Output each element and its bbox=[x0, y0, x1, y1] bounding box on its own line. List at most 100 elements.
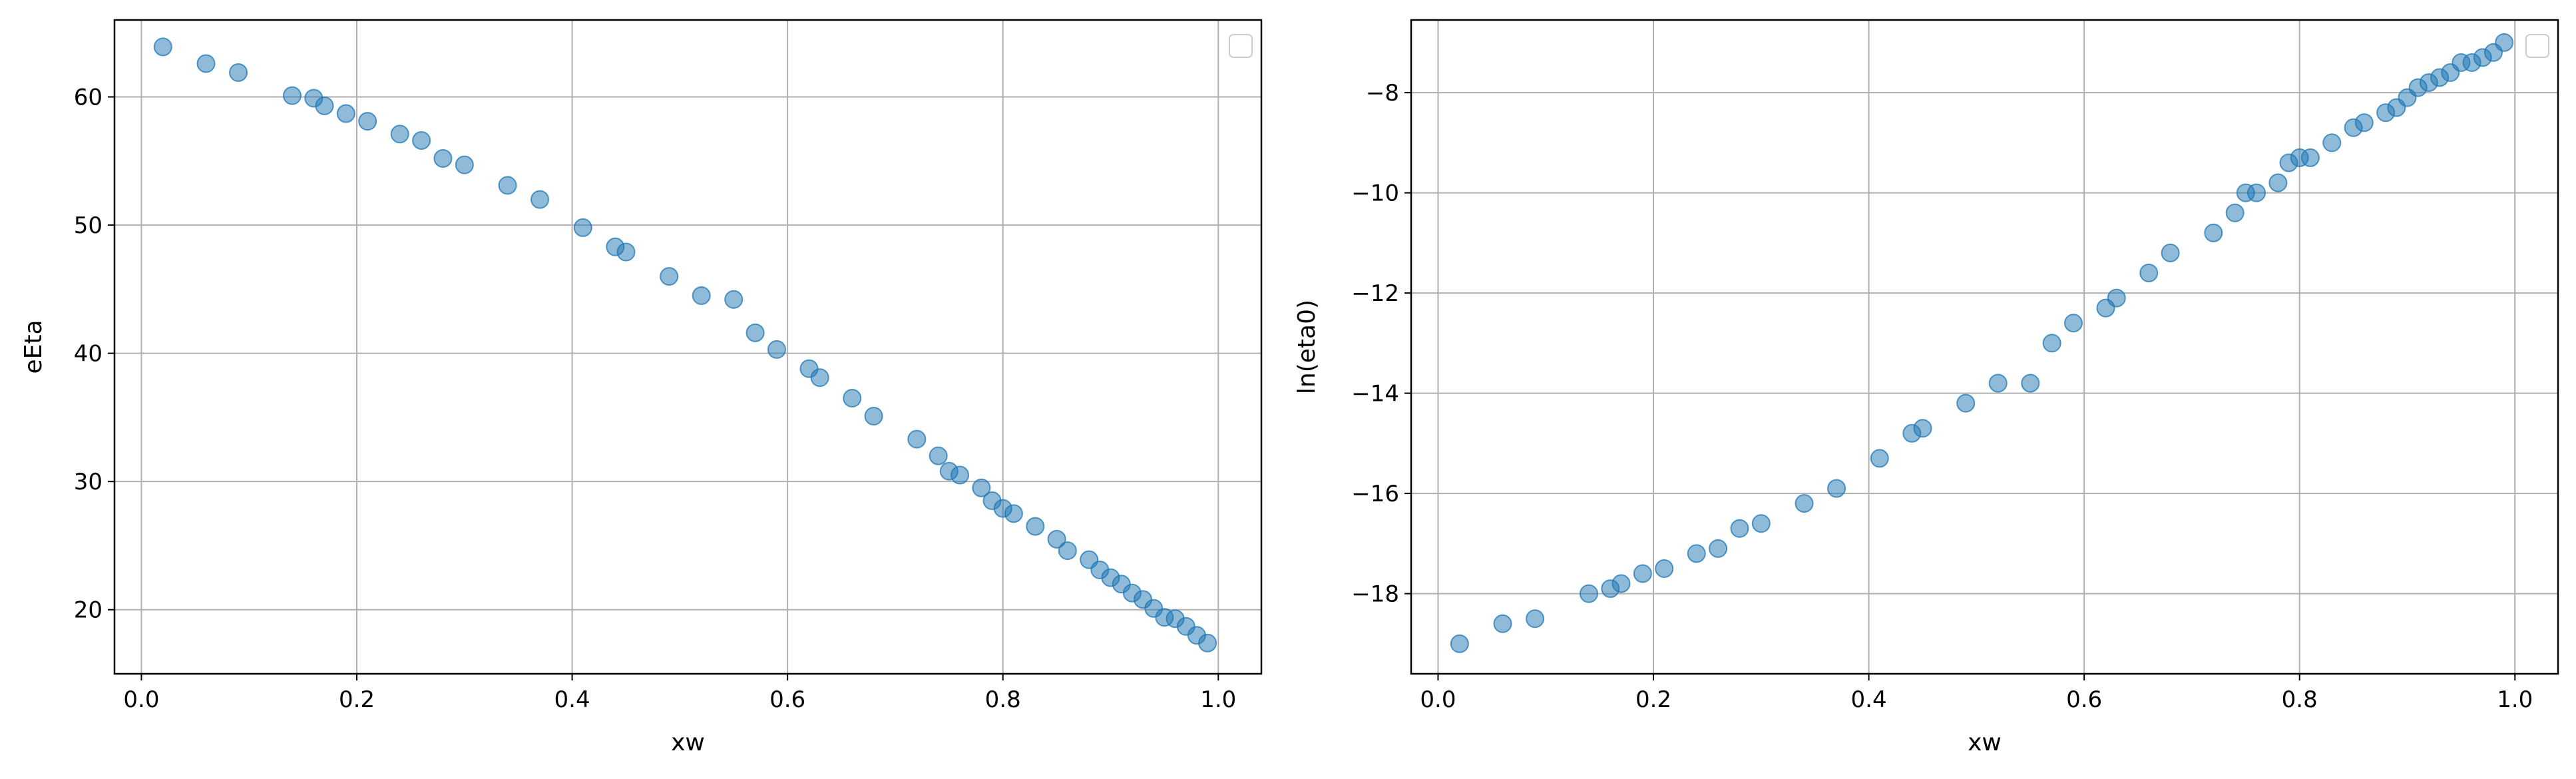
left-scatter-point bbox=[692, 286, 711, 305]
left-scatter-point bbox=[455, 155, 474, 174]
right-legend-box bbox=[2525, 34, 2549, 58]
right-y-axis-label: ln(eta0) bbox=[1293, 300, 1321, 394]
right-scatter-point bbox=[1795, 494, 1814, 513]
left-y-tick-label: 30 bbox=[74, 469, 103, 495]
left-scatter-point bbox=[951, 465, 970, 485]
right-scatter-point bbox=[1870, 449, 1889, 468]
right-x-tick-label: 0.4 bbox=[1851, 686, 1887, 713]
left-x-tick-label: 0.4 bbox=[554, 686, 590, 713]
right-scatter-point bbox=[1655, 559, 1674, 578]
right-ticks: 0.0 0.2 0.4 0.6 0.8 1.0 −18 −16 −14 −12 −10 −8 bbox=[1351, 80, 2533, 713]
left-scatter-point bbox=[1004, 504, 1023, 523]
left-x-axis-label: xw bbox=[671, 729, 705, 756]
left-scatter-point bbox=[660, 267, 679, 286]
right-scatter-point bbox=[2042, 334, 2061, 353]
right-scatter-panel: 0.0 0.2 0.4 0.6 0.8 1.0 −18 −16 −14 −12 −10 −8 xw l… bbox=[1293, 19, 2559, 756]
left-scatter-point bbox=[573, 218, 592, 237]
right-y-tick-label: −12 bbox=[1351, 280, 1399, 307]
right-scatter-point bbox=[2247, 183, 2266, 202]
right-plot-frame bbox=[1410, 19, 2559, 675]
left-scatter-panel: 0.0 0.2 0.4 0.6 0.8 1.0 20 30 40 50 60 xw eEta bbox=[20, 19, 1263, 756]
right-scatter-point bbox=[1751, 514, 1771, 533]
left-scatter-point bbox=[196, 54, 216, 73]
left-scatter-point bbox=[315, 97, 334, 116]
right-scatter-point bbox=[2354, 113, 2374, 132]
right-scatter-point bbox=[2268, 173, 2288, 192]
right-scatter-point bbox=[1913, 419, 1932, 438]
left-scatter-point bbox=[843, 389, 862, 408]
right-x-tick-label: 0.8 bbox=[2282, 686, 2318, 713]
right-scatter-point bbox=[2495, 33, 2514, 52]
right-scatter-point bbox=[2161, 243, 2180, 262]
left-x-tick-label: 0.8 bbox=[985, 686, 1021, 713]
right-scatter-point bbox=[2139, 264, 2159, 283]
left-y-tick-label: 40 bbox=[74, 341, 103, 368]
right-scatter-point bbox=[1493, 614, 1512, 633]
left-x-tick-label: 0.0 bbox=[123, 686, 159, 713]
left-scatter-point bbox=[907, 429, 927, 449]
right-x-tick-label: 1.0 bbox=[2497, 686, 2533, 713]
right-scatter-point bbox=[2021, 374, 2040, 393]
left-x-tick-label: 1.0 bbox=[1200, 686, 1236, 713]
right-y-tick-label: −10 bbox=[1351, 180, 1399, 207]
right-scatter-point bbox=[2322, 133, 2342, 152]
right-scatter-point bbox=[1730, 519, 1749, 538]
left-legend-box bbox=[1229, 34, 1253, 58]
right-scatter-point bbox=[1956, 393, 1976, 413]
right-scatter-point bbox=[2300, 148, 2320, 167]
left-scatter-points bbox=[153, 37, 1217, 652]
right-scatter-point bbox=[1687, 544, 1706, 563]
left-x-tick-label: 0.6 bbox=[769, 686, 805, 713]
left-y-tick-label: 50 bbox=[74, 212, 103, 239]
right-y-tick-label: −14 bbox=[1351, 381, 1399, 407]
left-scatter-point bbox=[616, 242, 636, 262]
left-scatter-point bbox=[433, 148, 453, 168]
right-scatter-point bbox=[1827, 479, 1846, 498]
right-scatter-point bbox=[1450, 634, 1469, 653]
right-y-tick-label: −18 bbox=[1351, 581, 1399, 608]
left-scatter-point bbox=[1198, 633, 1217, 652]
left-x-tick-label: 0.2 bbox=[339, 686, 375, 713]
left-y-axis-label: eEta bbox=[20, 320, 47, 374]
left-scatter-point bbox=[336, 104, 355, 123]
right-scatter-point bbox=[1709, 539, 1728, 558]
right-scatter-point bbox=[1526, 609, 1545, 629]
right-x-tick-label: 0.2 bbox=[1635, 686, 1671, 713]
left-scatter-point bbox=[412, 130, 431, 150]
right-y-tick-label: −8 bbox=[1366, 80, 1399, 107]
left-y-tick-label: 60 bbox=[74, 85, 103, 111]
left-scatter-point bbox=[390, 125, 409, 144]
left-scatter-point bbox=[358, 112, 377, 131]
left-scatter-point bbox=[864, 406, 883, 425]
left-scatter-point bbox=[153, 37, 172, 57]
left-plot-frame bbox=[113, 19, 1263, 675]
right-scatter-point bbox=[2204, 223, 2223, 242]
left-scatter-point bbox=[229, 63, 248, 82]
right-scatter-point bbox=[2063, 314, 2083, 333]
right-scatter-points bbox=[1450, 33, 2514, 653]
left-scatter-point bbox=[498, 176, 517, 195]
right-y-tick-label: −16 bbox=[1351, 481, 1399, 507]
left-scatter-point bbox=[1058, 541, 1077, 561]
right-scatter-point bbox=[1611, 574, 1631, 593]
left-scatter-point bbox=[746, 323, 765, 342]
right-scatter-point bbox=[1988, 374, 2008, 393]
left-scatter-point bbox=[767, 340, 786, 359]
right-scatter-point bbox=[1633, 564, 1652, 583]
left-scatter-point bbox=[1026, 517, 1045, 536]
right-x-tick-label: 0.0 bbox=[1420, 686, 1456, 713]
left-ticks: 0.0 0.2 0.4 0.6 0.8 1.0 20 30 40 50 60 bbox=[74, 85, 1237, 713]
left-scatter-point bbox=[724, 290, 744, 309]
left-scatter-point bbox=[972, 478, 991, 497]
left-scatter-point bbox=[1047, 529, 1066, 549]
right-scatter-point bbox=[2107, 288, 2126, 308]
right-x-tick-label: 0.6 bbox=[2066, 686, 2102, 713]
right-scatter-point bbox=[1579, 584, 1598, 603]
left-scatter-point bbox=[531, 190, 550, 209]
right-x-axis-label: xw bbox=[1968, 729, 2002, 756]
left-scatter-point bbox=[282, 86, 302, 105]
right-grid bbox=[1411, 20, 2558, 674]
right-scatter-point bbox=[2225, 203, 2245, 222]
